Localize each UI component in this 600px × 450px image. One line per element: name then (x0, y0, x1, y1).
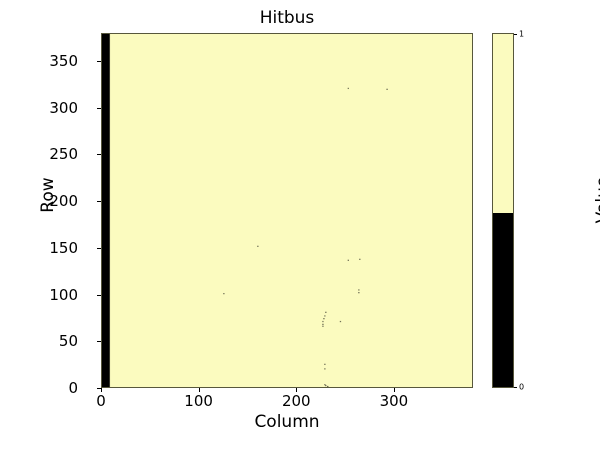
y-tick-label: 0 (68, 379, 78, 397)
x-tick-label: 0 (96, 392, 106, 410)
x-tick-mark (101, 388, 102, 392)
y-axis-label: Row (38, 177, 58, 213)
y-tick-mark (97, 247, 101, 249)
x-tick-label: 100 (184, 392, 213, 410)
page-title: Hitbus (259, 8, 315, 28)
x-tick-mark (393, 388, 395, 392)
y-tick-label: 350 (49, 52, 78, 71)
x-tick-mark (198, 388, 200, 392)
heatmap-plot-area[interactable] (101, 33, 473, 388)
colorbar[interactable] (492, 33, 514, 388)
colorbar-tick-mark (514, 387, 517, 388)
colorbar-tick-label: 1 (519, 29, 525, 39)
x-tick-mark (296, 388, 298, 392)
colorbar-segment (493, 212, 513, 387)
y-tick-mark (97, 61, 101, 63)
colorbar-segment (493, 34, 513, 213)
y-tick-mark (97, 388, 101, 389)
y-tick-mark (97, 201, 101, 203)
y-tick-label: 100 (49, 285, 78, 304)
y-tick-label: 200 (49, 192, 78, 211)
colorbar-tick-mark (514, 34, 517, 35)
heatmap-image (102, 34, 472, 387)
y-tick-label: 300 (49, 98, 78, 117)
y-tick-mark (97, 107, 101, 109)
x-tick-label: 200 (281, 392, 311, 410)
colorbar-label: Value (593, 176, 600, 224)
y-tick-mark (97, 294, 101, 296)
colorbar-tick-label: 0 (519, 382, 525, 392)
x-tick-label: 300 (379, 392, 409, 410)
x-axis-label: Column (254, 412, 320, 432)
y-tick-label: 50 (58, 332, 78, 351)
y-tick-label: 150 (49, 238, 78, 257)
y-tick-mark (97, 341, 101, 343)
y-tick-label: 250 (49, 145, 78, 164)
y-tick-mark (97, 154, 101, 156)
